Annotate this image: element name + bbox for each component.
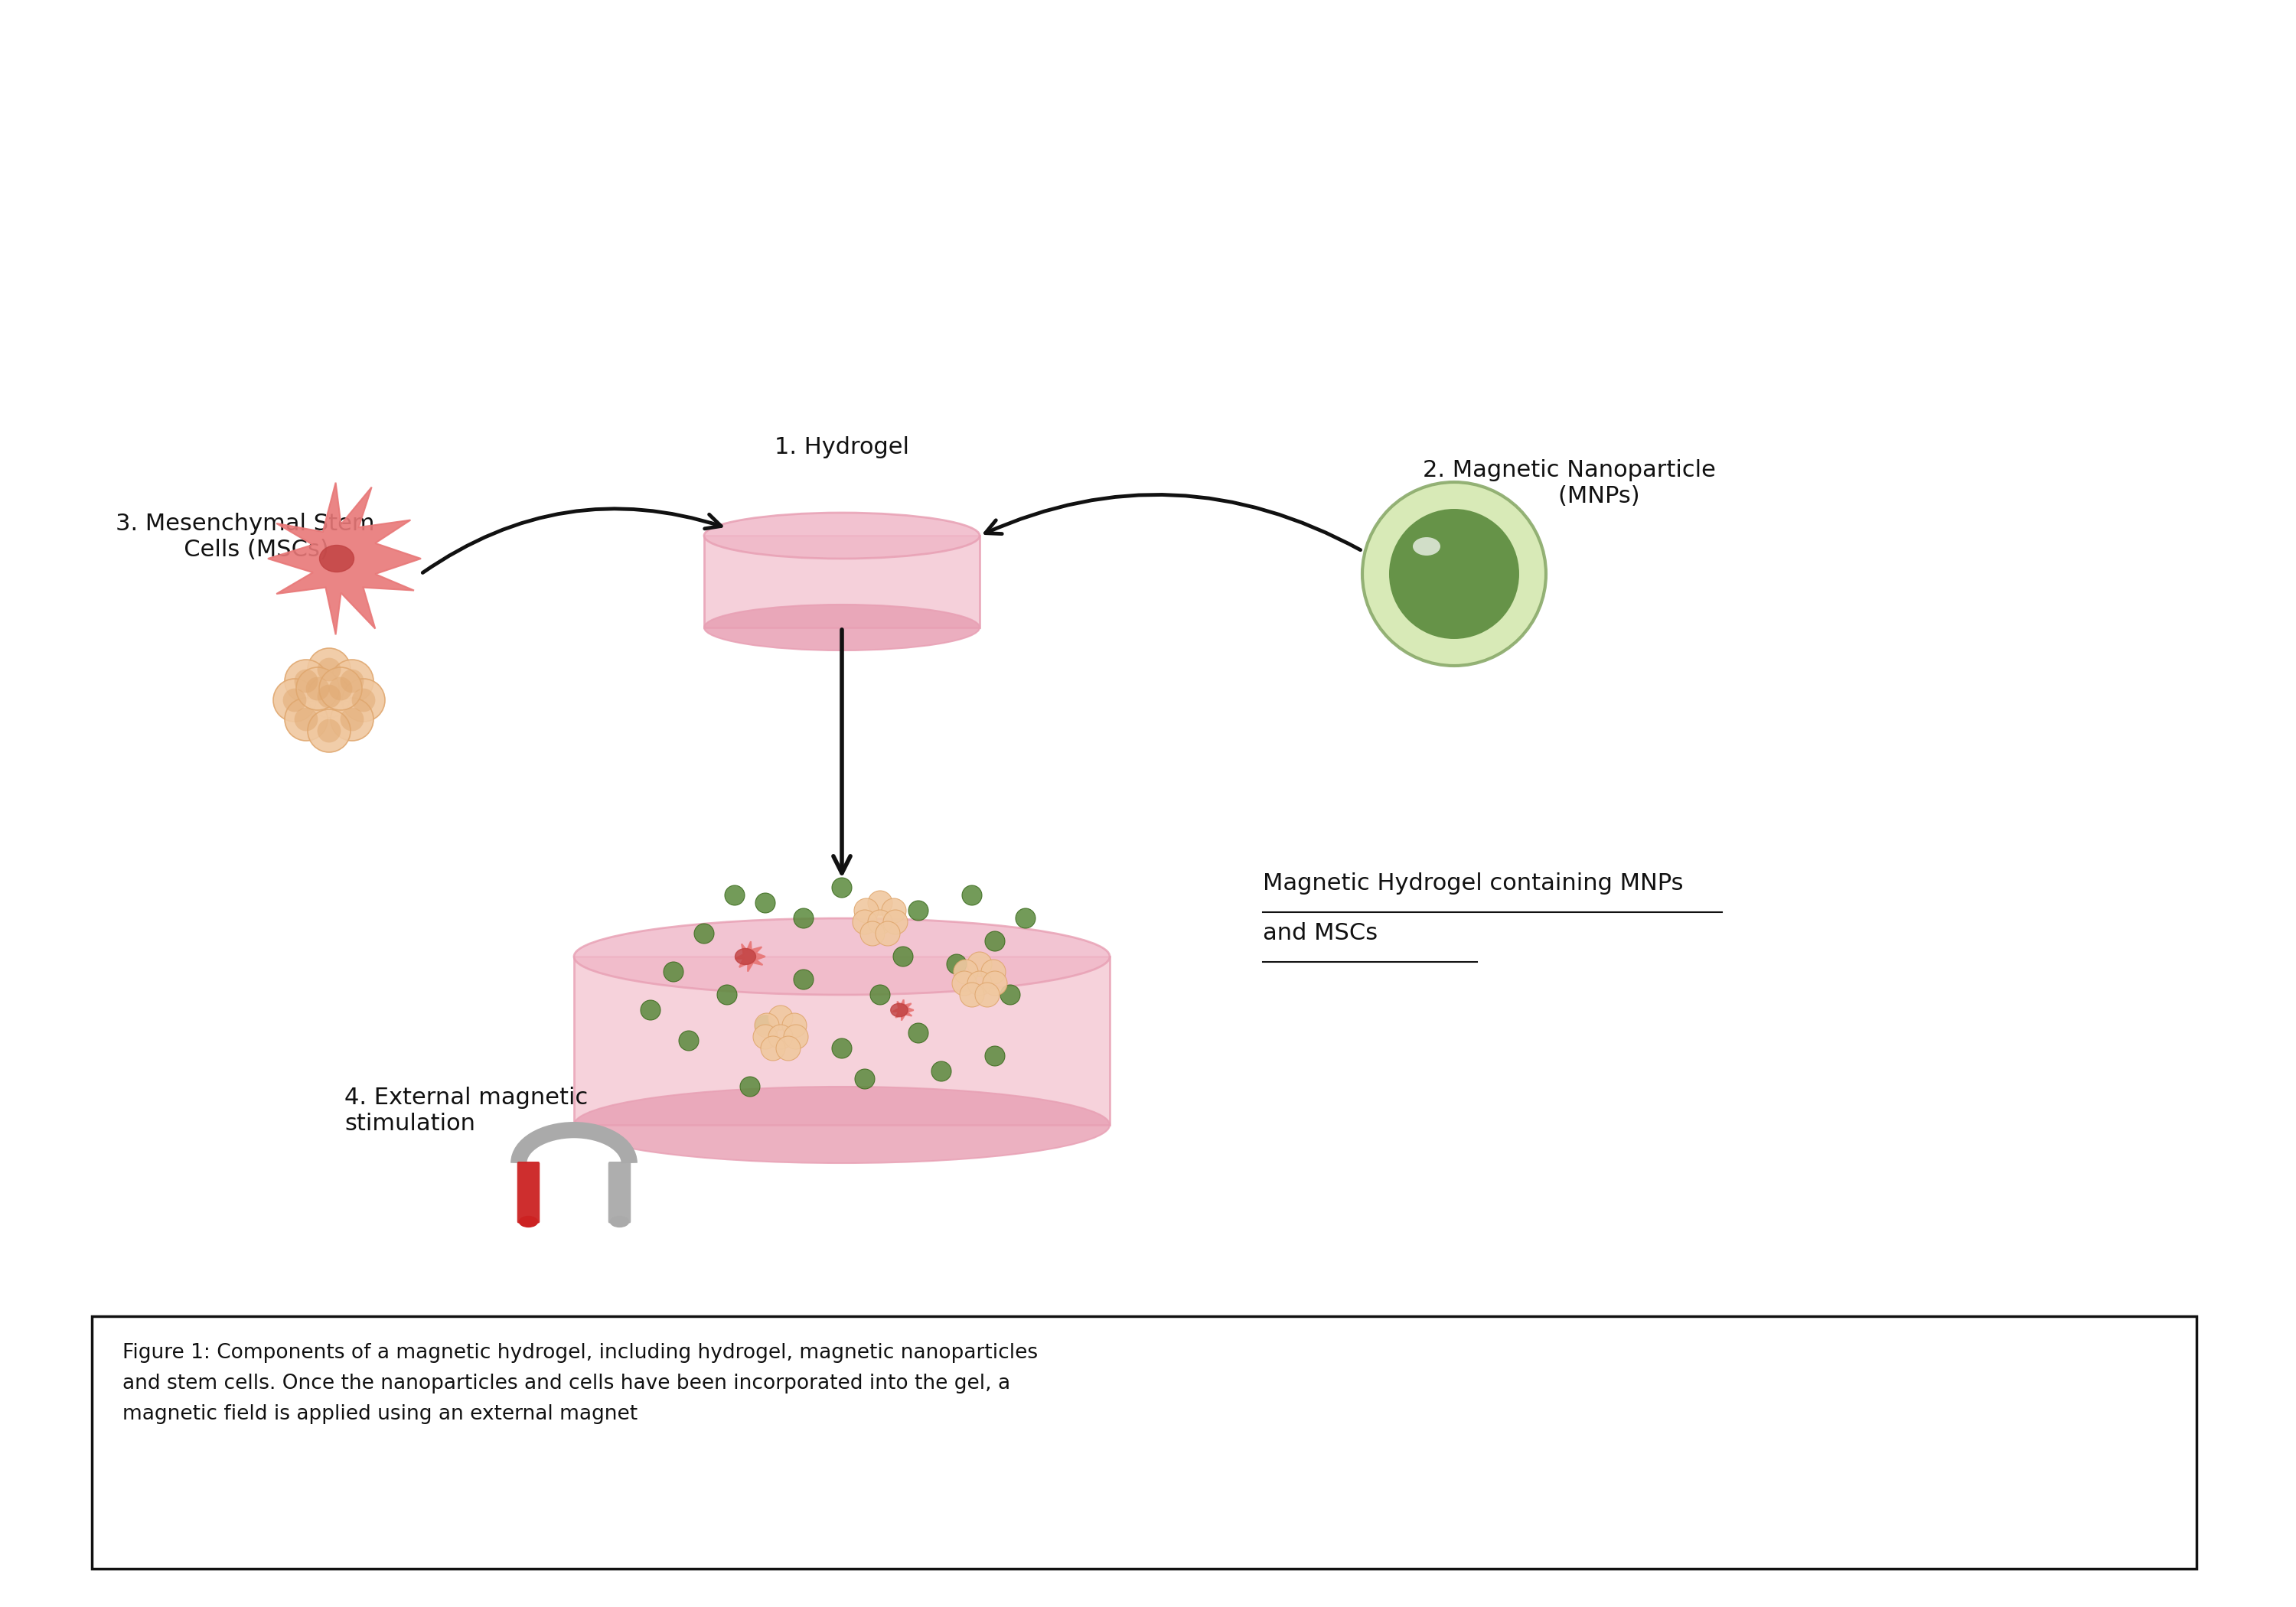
Circle shape xyxy=(953,959,978,983)
Circle shape xyxy=(831,1038,852,1059)
Polygon shape xyxy=(893,1000,914,1020)
Circle shape xyxy=(331,659,374,702)
Circle shape xyxy=(319,667,363,710)
Circle shape xyxy=(726,885,744,905)
Circle shape xyxy=(342,678,386,722)
Polygon shape xyxy=(735,942,765,972)
Circle shape xyxy=(308,675,351,718)
Circle shape xyxy=(664,963,684,982)
Circle shape xyxy=(967,951,992,977)
Circle shape xyxy=(340,707,363,731)
Text: 2. Magnetic Nanoparticle
        (MNPs): 2. Magnetic Nanoparticle (MNPs) xyxy=(1424,460,1715,508)
Circle shape xyxy=(285,697,328,741)
Ellipse shape xyxy=(705,604,980,651)
Circle shape xyxy=(868,910,893,934)
Circle shape xyxy=(294,669,317,693)
Circle shape xyxy=(861,921,884,947)
Circle shape xyxy=(760,1037,785,1061)
Circle shape xyxy=(317,685,340,709)
Circle shape xyxy=(308,648,351,691)
Circle shape xyxy=(831,877,852,898)
Circle shape xyxy=(716,985,737,1004)
Circle shape xyxy=(893,947,914,966)
Ellipse shape xyxy=(735,948,755,964)
Text: 4. External magnetic
stimulation: 4. External magnetic stimulation xyxy=(344,1086,588,1135)
Circle shape xyxy=(980,959,1006,983)
Circle shape xyxy=(962,885,983,905)
Circle shape xyxy=(794,969,813,990)
Polygon shape xyxy=(574,956,1109,1125)
Circle shape xyxy=(852,910,877,934)
Circle shape xyxy=(854,898,879,922)
FancyBboxPatch shape xyxy=(92,1316,2197,1568)
Circle shape xyxy=(985,1046,1006,1065)
Polygon shape xyxy=(269,482,420,635)
Circle shape xyxy=(794,908,813,929)
Circle shape xyxy=(1362,482,1545,665)
Circle shape xyxy=(296,667,340,710)
Circle shape xyxy=(932,1061,951,1082)
Circle shape xyxy=(308,709,351,752)
Circle shape xyxy=(783,1025,808,1049)
Ellipse shape xyxy=(319,545,354,572)
Circle shape xyxy=(285,659,328,702)
Circle shape xyxy=(983,971,1008,996)
Ellipse shape xyxy=(574,1086,1109,1163)
Ellipse shape xyxy=(1412,537,1440,556)
Ellipse shape xyxy=(519,1216,537,1228)
Circle shape xyxy=(317,718,340,742)
Circle shape xyxy=(1001,985,1019,1004)
Text: Figure 1: Components of a magnetic hydrogel, including hydrogel, magnetic nanopa: Figure 1: Components of a magnetic hydro… xyxy=(122,1343,1038,1424)
Circle shape xyxy=(985,932,1006,951)
Circle shape xyxy=(946,955,967,974)
Circle shape xyxy=(755,1012,778,1038)
Circle shape xyxy=(967,971,992,996)
Circle shape xyxy=(351,688,374,712)
Text: 1. Hydrogel: 1. Hydrogel xyxy=(774,435,909,458)
Circle shape xyxy=(875,921,900,947)
Circle shape xyxy=(776,1037,801,1061)
Circle shape xyxy=(328,677,351,701)
Circle shape xyxy=(753,1025,778,1049)
Circle shape xyxy=(1015,908,1035,929)
Ellipse shape xyxy=(891,1003,907,1017)
Ellipse shape xyxy=(574,918,1109,995)
FancyBboxPatch shape xyxy=(608,1162,631,1223)
Circle shape xyxy=(680,1030,698,1051)
Circle shape xyxy=(739,1077,760,1096)
Circle shape xyxy=(305,677,328,701)
Text: and MSCs: and MSCs xyxy=(1263,922,1378,945)
Circle shape xyxy=(870,985,891,1004)
Text: 3. Mesenchymal Stem
   Cells (MSCs): 3. Mesenchymal Stem Cells (MSCs) xyxy=(115,513,374,561)
Circle shape xyxy=(909,1024,928,1043)
Circle shape xyxy=(769,1025,792,1049)
Circle shape xyxy=(273,678,317,722)
Circle shape xyxy=(317,657,340,681)
Circle shape xyxy=(953,971,976,996)
Circle shape xyxy=(882,898,907,922)
Ellipse shape xyxy=(611,1216,629,1228)
Circle shape xyxy=(854,1069,875,1090)
Circle shape xyxy=(294,707,317,731)
Circle shape xyxy=(755,893,776,913)
Circle shape xyxy=(282,688,305,712)
Text: Magnetic Hydrogel containing MNPs: Magnetic Hydrogel containing MNPs xyxy=(1263,873,1683,895)
Circle shape xyxy=(755,1016,776,1035)
Circle shape xyxy=(331,697,374,741)
Circle shape xyxy=(340,669,363,693)
FancyBboxPatch shape xyxy=(517,1162,540,1223)
Circle shape xyxy=(976,982,999,1008)
Circle shape xyxy=(960,982,985,1008)
Circle shape xyxy=(769,1006,792,1030)
Ellipse shape xyxy=(705,513,980,559)
Circle shape xyxy=(909,900,928,921)
Circle shape xyxy=(1389,509,1520,640)
Circle shape xyxy=(641,1000,661,1020)
Circle shape xyxy=(783,1012,806,1038)
Circle shape xyxy=(693,924,714,943)
Polygon shape xyxy=(705,535,980,627)
Circle shape xyxy=(884,910,907,934)
Circle shape xyxy=(868,890,893,916)
